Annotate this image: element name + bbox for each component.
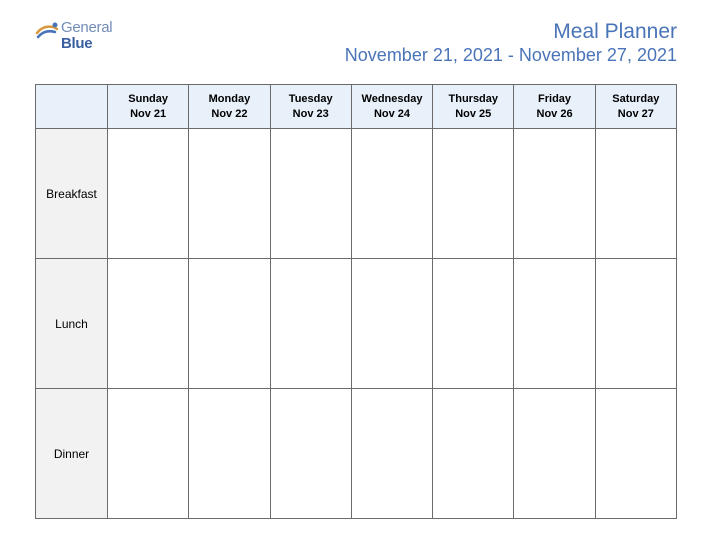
meal-label-dinner: Dinner bbox=[36, 389, 108, 519]
day-date: Nov 26 bbox=[516, 107, 592, 121]
meal-planner-table: Sunday Nov 21 Monday Nov 22 Tuesday Nov … bbox=[35, 84, 677, 519]
day-date: Nov 23 bbox=[273, 107, 349, 121]
header: General Blue Meal Planner November 21, 2… bbox=[35, 20, 677, 66]
day-name: Tuesday bbox=[273, 92, 349, 106]
day-date: Nov 21 bbox=[110, 107, 186, 121]
meal-cell[interactable] bbox=[433, 129, 514, 259]
meal-cell[interactable] bbox=[351, 129, 432, 259]
meal-row-dinner: Dinner bbox=[36, 389, 677, 519]
meal-cell[interactable] bbox=[108, 389, 189, 519]
meal-cell[interactable] bbox=[189, 389, 270, 519]
meal-cell[interactable] bbox=[108, 259, 189, 389]
meal-cell[interactable] bbox=[270, 389, 351, 519]
logo-line1: General bbox=[61, 19, 112, 36]
day-date: Nov 24 bbox=[354, 107, 430, 121]
day-header-wednesday: Wednesday Nov 24 bbox=[351, 85, 432, 129]
day-date: Nov 22 bbox=[191, 107, 267, 121]
title-block: Meal Planner November 21, 2021 - Novembe… bbox=[345, 20, 677, 66]
logo-text: General Blue bbox=[61, 20, 112, 52]
meal-cell[interactable] bbox=[595, 259, 676, 389]
meal-cell[interactable] bbox=[351, 259, 432, 389]
date-range: November 21, 2021 - November 27, 2021 bbox=[345, 45, 677, 66]
logo-swoosh-icon bbox=[35, 19, 59, 43]
corner-cell bbox=[36, 85, 108, 129]
meal-cell[interactable] bbox=[514, 129, 595, 259]
day-date: Nov 25 bbox=[435, 107, 511, 121]
day-name: Friday bbox=[516, 92, 592, 106]
day-name: Wednesday bbox=[354, 92, 430, 106]
day-header-monday: Monday Nov 22 bbox=[189, 85, 270, 129]
day-name: Sunday bbox=[110, 92, 186, 106]
meal-label-breakfast: Breakfast bbox=[36, 129, 108, 259]
day-header-saturday: Saturday Nov 27 bbox=[595, 85, 676, 129]
meal-cell[interactable] bbox=[514, 389, 595, 519]
header-row: Sunday Nov 21 Monday Nov 22 Tuesday Nov … bbox=[36, 85, 677, 129]
meal-cell[interactable] bbox=[270, 129, 351, 259]
meal-cell[interactable] bbox=[514, 259, 595, 389]
meal-cell[interactable] bbox=[108, 129, 189, 259]
meal-row-breakfast: Breakfast bbox=[36, 129, 677, 259]
meal-row-lunch: Lunch bbox=[36, 259, 677, 389]
page-title: Meal Planner bbox=[345, 20, 677, 44]
logo: General Blue bbox=[35, 20, 112, 52]
meal-cell[interactable] bbox=[189, 129, 270, 259]
day-header-sunday: Sunday Nov 21 bbox=[108, 85, 189, 129]
day-header-thursday: Thursday Nov 25 bbox=[433, 85, 514, 129]
meal-cell[interactable] bbox=[270, 259, 351, 389]
day-date: Nov 27 bbox=[598, 107, 674, 121]
meal-cell[interactable] bbox=[595, 129, 676, 259]
day-name: Thursday bbox=[435, 92, 511, 106]
day-name: Monday bbox=[191, 92, 267, 106]
meal-cell[interactable] bbox=[189, 259, 270, 389]
meal-cell[interactable] bbox=[595, 389, 676, 519]
logo-line2: Blue bbox=[61, 35, 92, 52]
meal-cell[interactable] bbox=[433, 389, 514, 519]
meal-label-lunch: Lunch bbox=[36, 259, 108, 389]
day-header-friday: Friday Nov 26 bbox=[514, 85, 595, 129]
day-header-tuesday: Tuesday Nov 23 bbox=[270, 85, 351, 129]
day-name: Saturday bbox=[598, 92, 674, 106]
meal-cell[interactable] bbox=[351, 389, 432, 519]
meal-cell[interactable] bbox=[433, 259, 514, 389]
